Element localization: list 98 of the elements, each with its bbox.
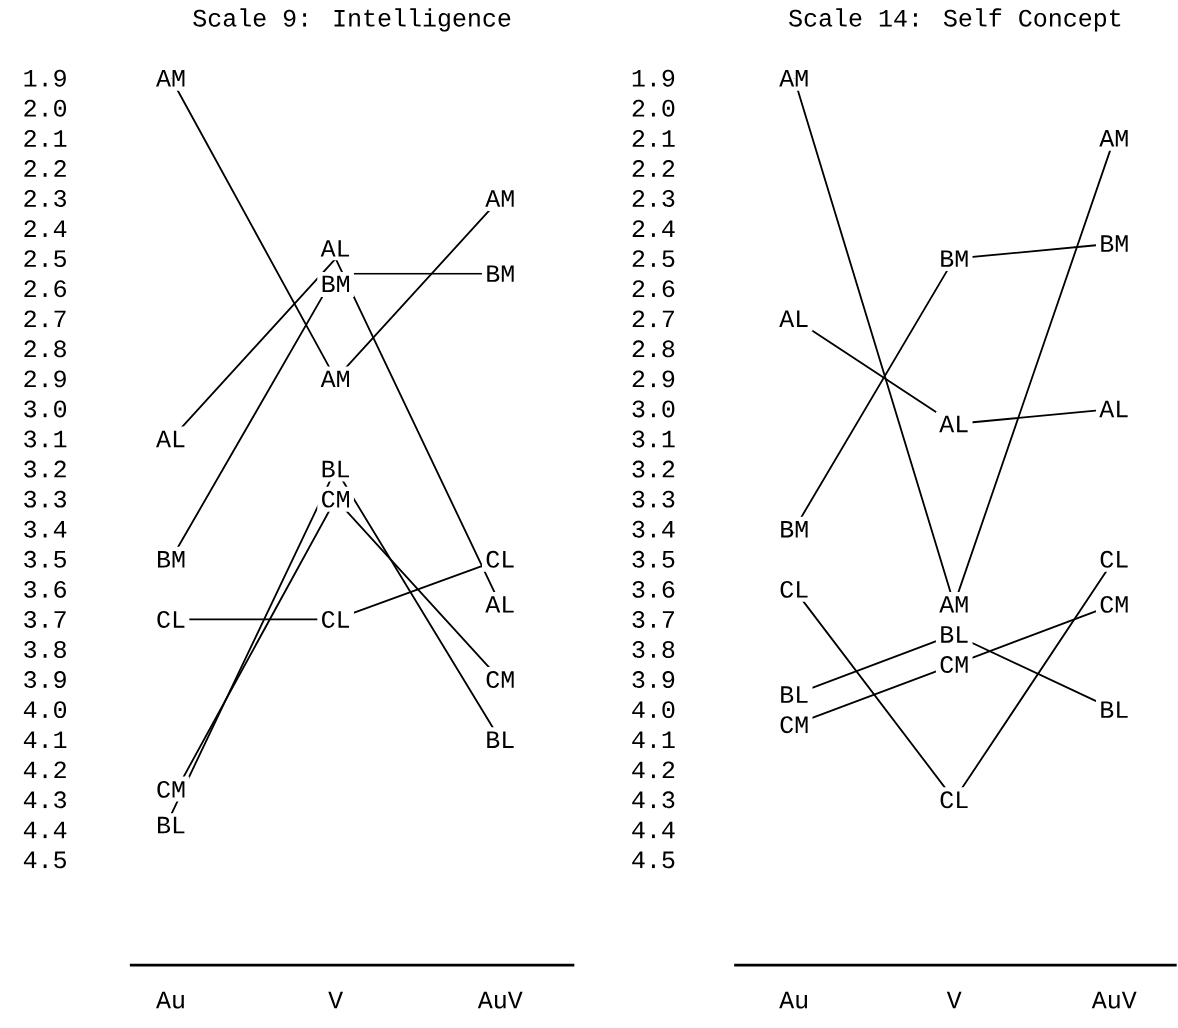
y-tick-label: 3.8 <box>632 640 675 658</box>
y-tick-label: 2.2 <box>632 159 675 177</box>
y-tick-label: 2.0 <box>24 99 67 117</box>
y-tick-label: 3.9 <box>632 671 675 688</box>
text: CM <box>322 490 350 508</box>
series-label: BL <box>322 460 350 478</box>
y-tick-label: 4.4 <box>632 821 675 839</box>
x-tick-label: AuV <box>1091 991 1137 1009</box>
y-tick-label: 2.3 <box>24 189 66 207</box>
text: CL <box>486 550 514 568</box>
y-tick-label: 3.5 <box>24 550 66 568</box>
y-tick-label: 4.2 <box>632 761 675 779</box>
y-tick-label: 2.6 <box>632 280 675 298</box>
x-tick-label: Au <box>156 991 184 1009</box>
y-tick-label: 2.4 <box>632 220 675 237</box>
series-label: CM <box>486 671 514 688</box>
y-tick-label: 3.2 <box>24 460 66 478</box>
text: CM <box>780 716 808 734</box>
y-tick-label: 3.2 <box>632 460 675 478</box>
y-tick-label: 3.9 <box>24 671 66 688</box>
y-tick-label: 2.5 <box>24 250 66 268</box>
y-tick-label: 1.9 <box>24 69 66 87</box>
text: BM <box>1101 235 1128 252</box>
y-tick-label: 2.6 <box>24 280 66 298</box>
y-tick-label: 3.5 <box>632 550 675 568</box>
y-tick-label: 2.7 <box>632 310 674 328</box>
y-tick-label: 4.2 <box>23 761 66 779</box>
y-tick-label: 4.3 <box>632 791 675 809</box>
text: BM <box>781 520 808 538</box>
y-tick-label: 4.5 <box>23 851 66 869</box>
series-label: BM <box>487 265 514 282</box>
text: BL <box>941 626 968 643</box>
chart-title: Scale 14: Self Concept <box>789 8 1121 32</box>
series-label: BM <box>941 250 968 267</box>
series-label: AL <box>1099 400 1128 418</box>
y-tick-label: 2.0 <box>632 99 675 117</box>
x-tick-label: V <box>946 991 962 1009</box>
y-tick-label: 3.6 <box>24 580 66 598</box>
text: BL <box>1101 701 1128 718</box>
y-tick-label: 2.8 <box>24 340 66 358</box>
y-tick-label: 2.8 <box>632 340 675 358</box>
y-tick-label: 3.3 <box>632 490 675 508</box>
text: BM <box>158 551 185 568</box>
y-tick-label: 4.0 <box>23 701 67 719</box>
y-tick-label: 4.0 <box>632 701 675 719</box>
x-tick-label: V <box>328 991 343 1009</box>
y-tick-label: 2.7 <box>24 310 66 328</box>
y-tick-label: 3.0 <box>24 400 67 418</box>
series-label: CL <box>157 610 185 628</box>
text: CL <box>780 580 808 598</box>
y-tick-label: 2.9 <box>24 370 66 388</box>
y-tick-label: 2.2 <box>24 159 66 177</box>
series-label: CM <box>1100 595 1128 613</box>
text: AM <box>320 370 350 388</box>
text: BM <box>322 275 350 293</box>
y-tick-label: 2.1 <box>632 129 675 147</box>
text: CM <box>940 655 968 673</box>
y-tick-label: 3.6 <box>632 580 675 598</box>
y-tick-label: 3.7 <box>24 610 66 628</box>
text: AL <box>939 415 968 433</box>
y-tick-label: 3.7 <box>632 610 674 628</box>
y-tick-label: 2.5 <box>632 250 675 268</box>
y-tick-label: 3.0 <box>632 400 675 418</box>
series-label: AM <box>1099 130 1128 147</box>
series-label: BL <box>781 686 808 703</box>
text: AM <box>939 596 968 613</box>
y-tick-label: 3.1 <box>632 430 675 448</box>
series-label: AM <box>485 190 514 207</box>
y-tick-label: 3.8 <box>24 640 66 658</box>
y-tick-label: 2.3 <box>632 189 675 207</box>
text: AM <box>779 69 808 87</box>
series-label: AL <box>485 596 514 613</box>
y-tick-label: 2.4 <box>24 220 67 237</box>
y-tick-label: 1.9 <box>632 69 675 87</box>
y-tick-label: 3.1 <box>24 430 67 448</box>
y-tick-label: 3.4 <box>632 520 675 538</box>
text: CL <box>322 610 350 628</box>
text: AL <box>320 240 350 257</box>
text: CL <box>1100 550 1128 568</box>
text: AM <box>156 69 185 87</box>
y-tick-label: 2.9 <box>632 370 675 388</box>
y-tick-label: 4.1 <box>23 731 67 748</box>
text: BL <box>158 816 185 834</box>
y-tick-label: 4.5 <box>632 851 675 869</box>
text: BL <box>487 731 514 748</box>
y-tick-label: 4.3 <box>23 791 66 809</box>
y-tick-label: 2.1 <box>24 129 67 147</box>
y-tick-label: 4.4 <box>23 821 67 839</box>
y-tick-label: 3.3 <box>24 490 66 508</box>
y-tick-label: 4.1 <box>632 731 675 748</box>
text: AL <box>156 430 185 448</box>
text: CM <box>157 780 185 798</box>
x-tick-label: AuV <box>477 991 523 1009</box>
text: AL <box>779 310 808 327</box>
x-tick-label: Au <box>779 991 808 1009</box>
chart-title: Scale 9: Intelligence <box>193 8 511 32</box>
series-label: CL <box>940 791 968 809</box>
y-tick-label: 3.4 <box>24 520 67 538</box>
